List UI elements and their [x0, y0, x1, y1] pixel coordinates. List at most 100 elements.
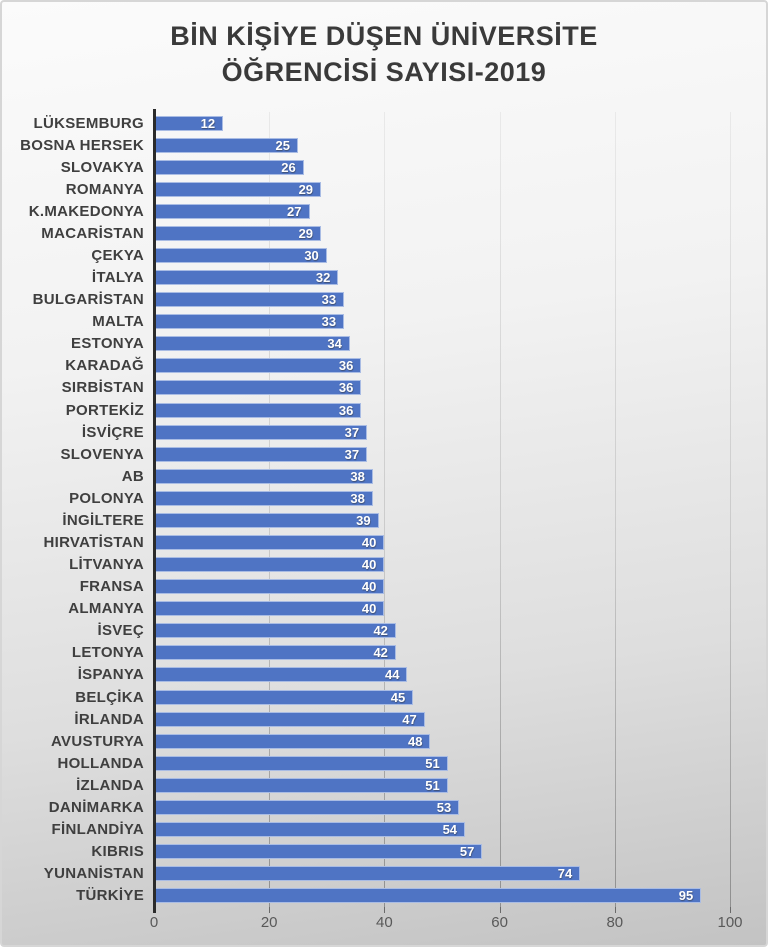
value-label: 39 — [356, 512, 371, 528]
value-label: 42 — [373, 623, 388, 639]
value-label: 36 — [338, 402, 354, 418]
bar: 34 — [154, 336, 350, 352]
bar: 40 — [154, 601, 385, 617]
bar-row: ESTONYA 34 — [71, 333, 730, 355]
value-label: 27 — [287, 203, 302, 219]
category-label: HIRVATİSTAN — [43, 534, 144, 552]
bar: 38 — [154, 490, 373, 506]
value-label: 44 — [384, 667, 400, 683]
value-label: 42 — [373, 645, 388, 661]
y-axis-line — [153, 109, 156, 913]
bar-row: TÜRKİYE 95 — [76, 885, 730, 907]
bar: 32 — [154, 270, 339, 286]
value-label: 37 — [344, 424, 360, 440]
bar: 37 — [154, 446, 368, 462]
category-label: İSPANYA — [77, 666, 144, 684]
bar-row: MALTA 33 — [92, 311, 730, 333]
value-label: 54 — [442, 822, 458, 838]
value-label: 40 — [361, 557, 377, 573]
value-label: 25 — [275, 137, 290, 153]
chart-title-line-2: ÖĞRENCİSİ SAYISI-2019 — [221, 57, 547, 87]
category-label: FİNLANDİYA — [51, 821, 144, 839]
bar: 40 — [154, 579, 385, 595]
category-label: LİTVANYA — [69, 556, 144, 574]
bar: 42 — [154, 623, 396, 639]
value-label: 40 — [361, 579, 377, 595]
value-label: 51 — [425, 755, 440, 771]
gridline-80 — [614, 112, 616, 907]
bar-row: PORTEKİZ 36 — [66, 399, 730, 421]
category-label: LETONYA — [71, 644, 144, 662]
value-label: 51 — [425, 777, 440, 793]
bar: 44 — [154, 667, 408, 683]
category-label: LÜKSEMBURG — [33, 114, 144, 132]
bar-row: HOLLANDA 51 — [57, 752, 730, 774]
bar-row: HIRVATİSTAN 40 — [43, 531, 730, 553]
category-label: İRLANDA — [74, 710, 144, 728]
bar-row: İRLANDA 47 — [74, 708, 730, 730]
category-label: DANİMARKA — [48, 798, 144, 816]
category-label: PORTEKİZ — [65, 401, 144, 419]
bar-row: BOSNA HERSEK 25 — [20, 134, 730, 156]
bar: 36 — [154, 358, 362, 374]
value-label: 45 — [390, 689, 406, 705]
tick-mark-80 — [614, 907, 616, 913]
category-label: KARADAĞ — [65, 357, 144, 375]
bar-row: DANİMARKA 53 — [49, 796, 730, 818]
category-label: POLONYA — [69, 489, 144, 507]
category-label: TÜRKİYE — [76, 887, 144, 905]
x-axis: 0 20 40 60 80 100 — [150, 914, 743, 938]
tick-mark-20 — [269, 907, 271, 913]
bar-row: SLOVAKYA 26 — [61, 156, 730, 178]
value-label: 34 — [327, 336, 342, 352]
bar-row: LİTVANYA 40 — [69, 554, 730, 576]
value-label: 36 — [338, 358, 354, 374]
category-label: SLOVAKYA — [60, 158, 144, 176]
bar: 26 — [154, 159, 304, 175]
bar-row: İSPANYA 44 — [78, 664, 730, 686]
value-label: 12 — [200, 115, 216, 131]
bar-row: SIRBİSTAN 36 — [62, 377, 730, 399]
bar-row: MACARİSTAN 29 — [41, 222, 730, 244]
category-label: BULGARİSTAN — [32, 291, 144, 309]
category-label: ESTONYA — [71, 335, 144, 353]
value-label: 40 — [361, 535, 377, 551]
value-label: 53 — [436, 799, 452, 815]
x-tick-label-60: 60 — [491, 914, 508, 931]
bar: 47 — [154, 711, 425, 727]
bar-row: İTALYA 32 — [92, 267, 730, 289]
bar-row: AVUSTURYA 48 — [51, 730, 730, 752]
bar-row: İNGİLTERE 39 — [62, 509, 730, 531]
category-label: ALMANYA — [68, 600, 144, 618]
category-label: İSVİÇRE — [81, 423, 144, 441]
bar: 25 — [154, 137, 298, 153]
bar-row: BELÇİKA 45 — [75, 686, 730, 708]
value-label: 33 — [321, 292, 337, 308]
value-label: 95 — [678, 888, 694, 904]
bar-row: İSVEÇ 42 — [97, 620, 730, 642]
value-label: 37 — [344, 446, 360, 462]
tick-mark-40 — [384, 907, 386, 913]
bar-rows: LÜKSEMBURG 12 BOSNA HERSEK 25 SLOVAKYA 26 ROMA… — [20, 112, 730, 907]
bar: 48 — [154, 733, 431, 749]
bar: 36 — [154, 380, 362, 396]
bar-row: İSVİÇRE 37 — [82, 421, 730, 443]
bar: 30 — [154, 248, 327, 263]
x-tick-label-20: 20 — [260, 914, 278, 931]
bar-row: ROMANYA 29 — [66, 178, 730, 200]
value-label: 36 — [338, 380, 354, 396]
value-label: 48 — [408, 733, 423, 749]
bar: 51 — [154, 755, 448, 771]
bar: 45 — [154, 689, 414, 705]
bar-row: BULGARİSTAN 33 — [33, 289, 730, 311]
category-label: KIBRIS — [91, 843, 144, 861]
category-label: AB — [121, 467, 144, 485]
x-tick-label-40: 40 — [376, 914, 393, 931]
bar-row: ALMANYA 40 — [68, 598, 730, 620]
bar: 39 — [154, 512, 379, 528]
bar: 38 — [154, 468, 373, 484]
plot-area: LÜKSEMBURG 12 BOSNA HERSEK 25 SLOVAKYA 26 ROMA… — [20, 109, 731, 913]
category-label: AVUSTURYA — [51, 732, 144, 750]
category-label: YUNANİSTAN — [43, 865, 144, 883]
bar: 27 — [154, 203, 310, 219]
